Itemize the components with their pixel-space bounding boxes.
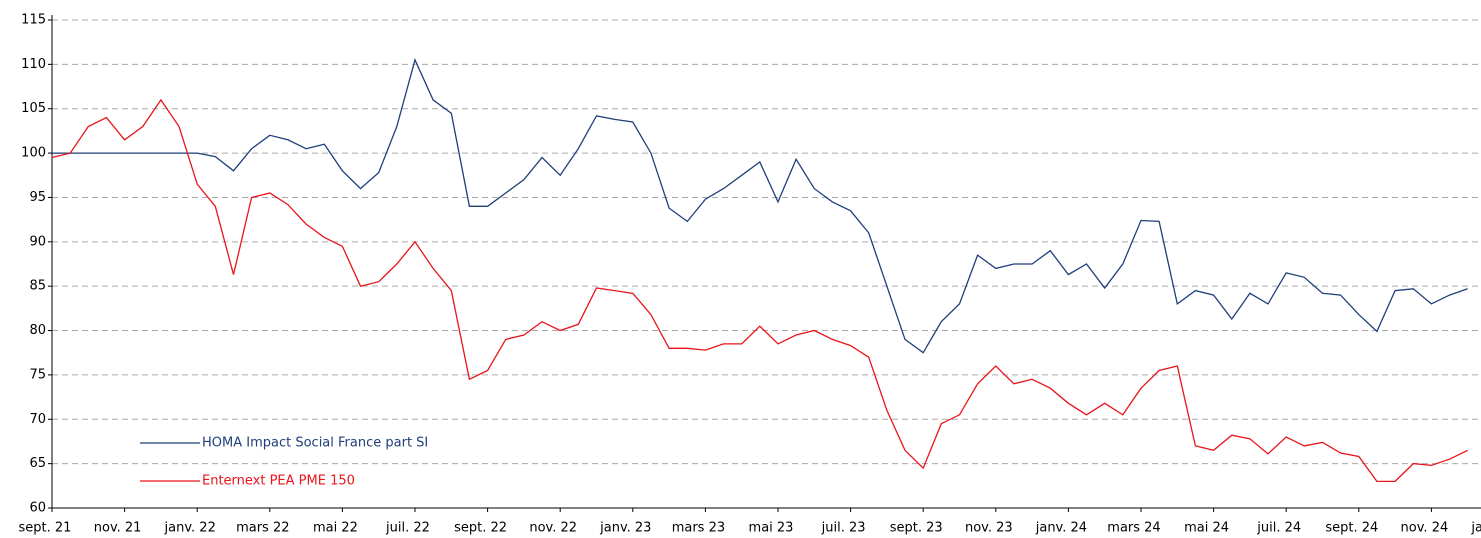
x-tick-label: sept. 21 <box>19 521 72 536</box>
y-tick-label: 80 <box>29 323 46 338</box>
y-tick-label: 110 <box>21 57 46 72</box>
x-tick-label: nov. 22 <box>529 521 577 536</box>
y-tick-label: 65 <box>29 456 46 471</box>
legend-label: Enternext PEA PME 150 <box>202 474 355 489</box>
x-tick-label: sept. 23 <box>890 521 943 536</box>
x-tick-label: mars 24 <box>1107 521 1160 536</box>
x-tick-label: nov. 24 <box>1401 521 1449 536</box>
x-tick-label: sept. 22 <box>454 521 507 536</box>
x-tick-label: janv. 24 <box>1035 521 1087 536</box>
y-tick-label: 105 <box>21 101 46 116</box>
x-tick-label: mai 24 <box>1184 521 1229 536</box>
y-tick-label: 70 <box>29 412 46 427</box>
x-tick-label: janv. 23 <box>599 521 651 536</box>
x-tick-label: janv. 22 <box>164 521 216 536</box>
x-tick-label: juil. 24 <box>1256 521 1301 536</box>
series-line <box>52 57 1468 354</box>
x-tick-label: mai 22 <box>313 521 358 536</box>
x-tick-label: mai 23 <box>749 521 794 536</box>
x-tick-label: juil. 23 <box>821 521 866 536</box>
legend-label: HOMA Impact Social France part SI <box>202 436 428 451</box>
x-tick-label: mars 22 <box>236 521 289 536</box>
x-tick-label: janv. 25 <box>1470 521 1481 536</box>
x-tick-label: juil. 22 <box>385 521 430 536</box>
y-tick-label: 95 <box>29 190 46 205</box>
x-tick-label: mars 23 <box>672 521 725 536</box>
y-tick-label: 75 <box>29 367 46 382</box>
y-tick-label: 85 <box>29 279 46 294</box>
x-tick-label: nov. 23 <box>965 521 1013 536</box>
y-tick-label: 90 <box>29 234 46 249</box>
y-tick-label: 60 <box>29 501 46 516</box>
y-tick-label: 100 <box>21 146 46 161</box>
y-tick-label: 115 <box>21 13 46 28</box>
series-line <box>51 98 1468 483</box>
x-tick-label: sept. 24 <box>1325 521 1378 536</box>
x-tick-label: nov. 21 <box>94 521 142 536</box>
